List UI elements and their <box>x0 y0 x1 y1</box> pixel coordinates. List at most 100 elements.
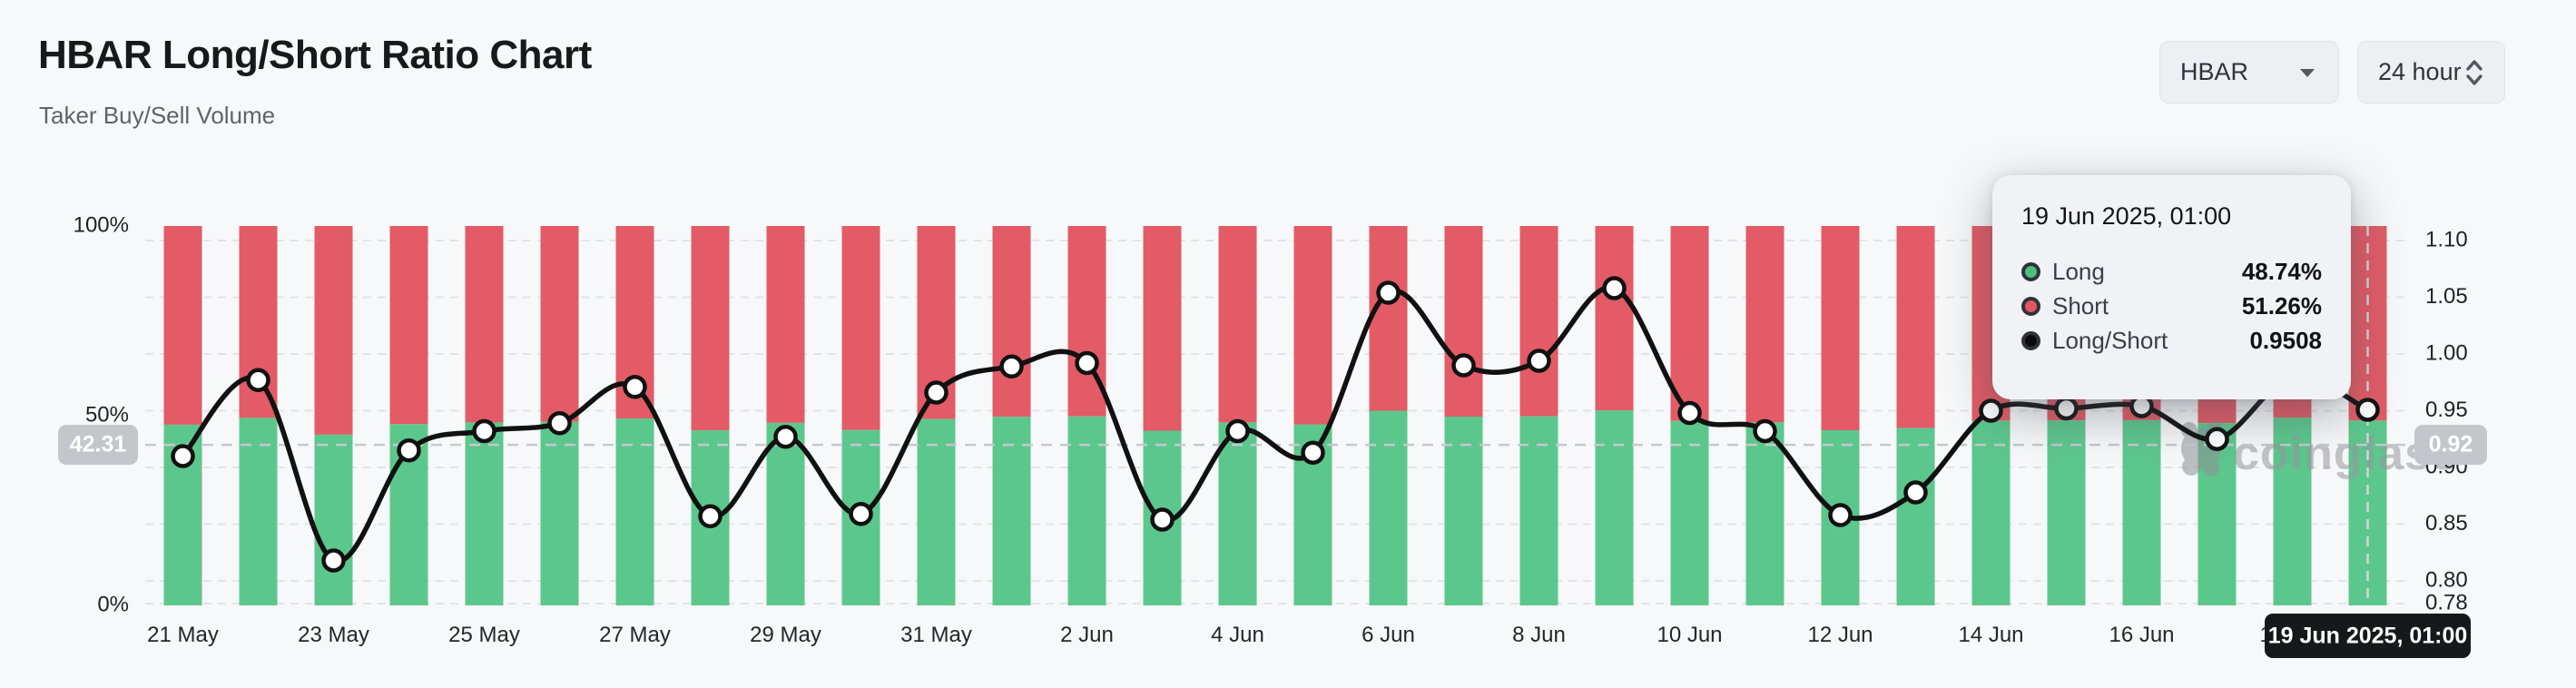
left-axis-label: 100% <box>74 212 129 237</box>
right-axis-label: 1.05 <box>2425 284 2468 309</box>
symbol-select-value: HBAR <box>2180 58 2249 85</box>
ratio-point <box>1677 400 1702 426</box>
ratio-point <box>1225 418 1250 444</box>
bars <box>163 226 2387 605</box>
svg-text:42.31: 42.31 <box>70 432 127 457</box>
bar-long <box>1444 417 1483 605</box>
ratio-point <box>1753 418 1777 444</box>
right-axis-label: 0.95 <box>2425 398 2468 422</box>
ratio-point <box>924 380 949 405</box>
left-axis-label: 50% <box>85 402 129 427</box>
tooltip-date: 19 Jun 2025, 01:00 <box>2021 202 2232 230</box>
bar-long <box>1218 422 1257 605</box>
ratio-point <box>1451 353 1476 378</box>
bar-long <box>917 418 956 605</box>
bar-short <box>1670 226 1709 421</box>
bar-short <box>766 226 805 423</box>
ratio-point <box>1527 349 1551 373</box>
ratio-point <box>321 548 346 573</box>
short-series-marker-icon <box>2021 296 2040 316</box>
interval-select[interactable]: 24 hour <box>2357 41 2505 103</box>
svg-text:19 Jun 2025, 01:00: 19 Jun 2025, 01:00 <box>2268 624 2468 649</box>
ratio-point <box>1602 276 1627 300</box>
svg-text:0.92: 0.92 <box>2429 432 2473 457</box>
ratio-point <box>1301 440 1325 465</box>
right-axis-label: 1.10 <box>2425 227 2468 251</box>
ratio-point <box>472 418 497 444</box>
bar-long <box>2047 420 2086 605</box>
ratio-point <box>1979 398 2003 423</box>
bar-long <box>465 422 504 605</box>
ratio-point <box>1075 350 1099 376</box>
x-axis-label: 23 May <box>298 623 369 647</box>
bar-long <box>1745 422 1785 605</box>
bar-short <box>1896 226 1935 428</box>
tooltip-row-long: Long 48.74% <box>2021 254 2322 289</box>
interval-select-value: 24 hour <box>2378 58 2462 85</box>
bar-short <box>1519 226 1558 417</box>
ratio-point <box>999 354 1024 379</box>
bar-long <box>2122 419 2161 605</box>
ratio-point <box>1376 280 1401 305</box>
crosshair-right-badge: 0.92 <box>2414 425 2487 466</box>
ratio-point <box>1903 480 1928 505</box>
bar-short <box>1143 226 1182 431</box>
right-axis-label: 0.78 <box>2425 590 2468 614</box>
bar-short <box>540 226 579 422</box>
right-axis-label: 1.00 <box>2425 340 2468 365</box>
tooltip-label: Long <box>2052 257 2105 285</box>
caret-down-icon <box>2296 65 2318 80</box>
x-axis-label: 8 Jun <box>1512 623 1566 647</box>
tooltip-value: 51.26% <box>2241 291 2322 319</box>
x-axis-label: 14 Jun <box>1958 623 2023 647</box>
bar-short <box>1369 226 1408 411</box>
bar-long <box>314 434 353 605</box>
ratio-point <box>773 424 798 449</box>
crosshair-left-badge: 42.31 <box>58 425 138 466</box>
symbol-select[interactable]: HBAR <box>2159 41 2339 103</box>
bar-short <box>314 226 353 435</box>
bar-long <box>1896 428 1935 605</box>
x-axis-label: 31 May <box>900 623 972 647</box>
bar-long <box>239 418 278 605</box>
x-axis-label: 10 Jun <box>1657 623 1722 647</box>
ratio-point <box>171 444 195 468</box>
bar-long <box>1369 410 1408 605</box>
right-axis-label: 0.85 <box>2425 511 2468 536</box>
tooltip-label: Long/Short <box>2052 326 2168 354</box>
ratio-point <box>1150 507 1175 532</box>
x-axis: 21 May 23 May 25 May 27 May 29 May 31 May 2 Ju… <box>147 623 2325 647</box>
tooltip-row-ratio: Long/Short 0.9508 <box>2021 323 2322 358</box>
page-subtitle: Taker Buy/Sell Volume <box>39 102 276 129</box>
ratio-point <box>698 504 723 529</box>
bar-short <box>992 226 1031 418</box>
sort-chevrons-icon <box>2464 57 2484 88</box>
right-axis-label: 0.80 <box>2425 567 2468 592</box>
bar-long <box>1595 410 1634 605</box>
bar-short <box>1293 226 1332 425</box>
bar-short <box>1444 226 1483 417</box>
right-axis: 1.101.051.000.950.900.850.800.78 <box>2425 227 2468 614</box>
ratio-series-marker-icon <box>2021 330 2040 350</box>
long-series-marker-icon <box>2021 261 2040 281</box>
bar-long <box>540 421 579 605</box>
x-axis-label: 21 May <box>147 623 219 647</box>
ratio-point <box>2205 427 2229 451</box>
bar-long <box>1519 416 1558 605</box>
chart-tooltip: 19 Jun 2025, 01:00 Long 48.74% Short 51.… <box>1992 175 2351 399</box>
left-axis-label: 0% <box>97 592 129 616</box>
tooltip-value: 48.74% <box>2241 257 2322 285</box>
ratio-point <box>246 368 270 393</box>
bar-long <box>1067 416 1106 605</box>
bar-short <box>1218 226 1257 423</box>
bar-long <box>2273 418 2312 605</box>
bar-short <box>2348 226 2387 421</box>
x-axis-label: 2 Jun <box>1060 623 1114 647</box>
bar-long <box>615 418 654 605</box>
bar-short <box>1595 226 1634 411</box>
ratio-point <box>2054 396 2079 421</box>
x-axis-label: 29 May <box>750 623 821 647</box>
bar-short <box>1745 226 1785 423</box>
ratio-point <box>849 502 873 526</box>
